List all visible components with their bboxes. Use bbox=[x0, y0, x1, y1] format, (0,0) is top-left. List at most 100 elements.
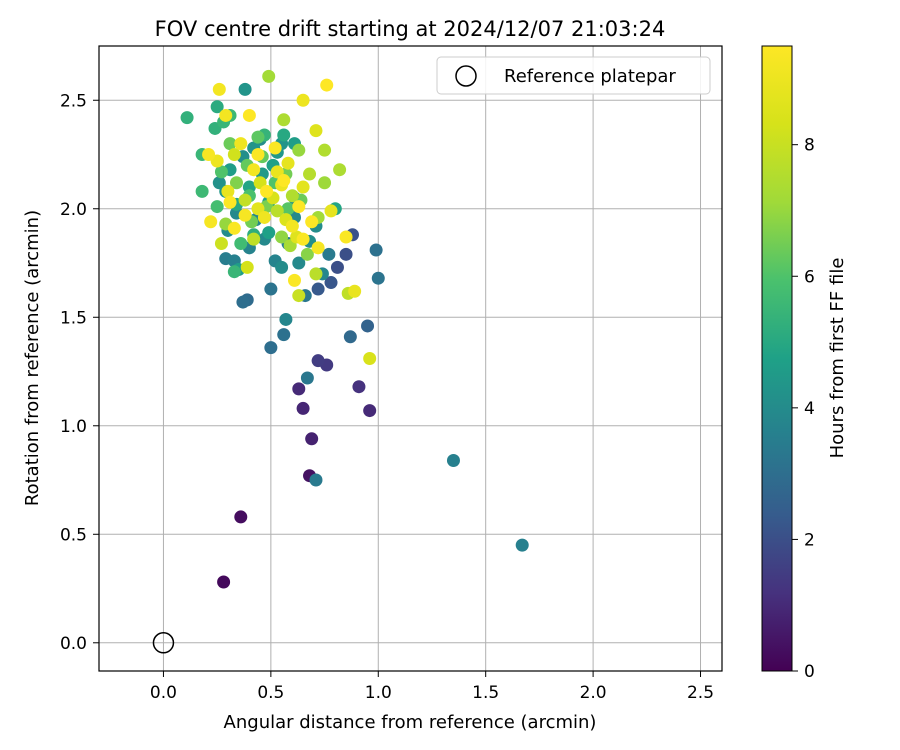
colorbar: 0 2 4 6 8 Hours from first FF file bbox=[761, 45, 848, 682]
data-point bbox=[339, 247, 353, 261]
data-point bbox=[515, 538, 529, 552]
data-point bbox=[180, 111, 194, 125]
data-point bbox=[287, 273, 301, 287]
data-point bbox=[229, 176, 243, 190]
data-point bbox=[227, 221, 241, 235]
data-point bbox=[318, 176, 332, 190]
data-point bbox=[251, 130, 265, 144]
data-point bbox=[238, 82, 252, 96]
data-point bbox=[324, 276, 338, 290]
data-point bbox=[322, 247, 336, 261]
data-point bbox=[296, 401, 310, 415]
data-point bbox=[217, 575, 231, 589]
data-point bbox=[292, 382, 306, 396]
data-point bbox=[309, 267, 323, 281]
data-point bbox=[251, 148, 265, 162]
data-point bbox=[292, 289, 306, 303]
data-point bbox=[210, 100, 224, 114]
data-point bbox=[285, 189, 299, 203]
data-point bbox=[202, 148, 216, 162]
colorbar-gradient bbox=[761, 45, 793, 672]
y-tick-label: 1.0 bbox=[60, 417, 87, 437]
data-point bbox=[369, 243, 383, 257]
data-point bbox=[318, 143, 332, 157]
legend-label: Reference platepar bbox=[504, 66, 676, 87]
data-point bbox=[221, 184, 235, 198]
data-point bbox=[242, 108, 256, 122]
data-point bbox=[292, 256, 306, 270]
data-point bbox=[281, 202, 295, 216]
data-point bbox=[363, 352, 377, 365]
data-point bbox=[361, 319, 375, 333]
data-point bbox=[281, 156, 295, 170]
x-tick-label: 1.5 bbox=[472, 683, 499, 703]
data-point bbox=[279, 312, 293, 326]
colorbar-tick-label: 6 bbox=[804, 267, 815, 287]
x-tick-label: 0.0 bbox=[150, 683, 177, 703]
y-ticks: 0.0 0.5 1.0 1.5 2.0 2.5 bbox=[60, 91, 99, 654]
data-point bbox=[277, 174, 291, 188]
grid bbox=[99, 46, 722, 671]
data-point bbox=[277, 128, 291, 142]
data-point bbox=[275, 260, 289, 274]
data-point bbox=[348, 284, 362, 298]
data-point bbox=[311, 241, 325, 255]
data-point bbox=[303, 167, 317, 181]
y-tick-label: 1.5 bbox=[60, 308, 87, 328]
data-point bbox=[234, 510, 248, 524]
data-point bbox=[214, 165, 228, 179]
data-point bbox=[223, 195, 237, 209]
data-point bbox=[305, 215, 319, 229]
data-point bbox=[343, 330, 357, 344]
data-point bbox=[260, 184, 274, 198]
data-point bbox=[320, 78, 334, 92]
data-point bbox=[262, 69, 276, 83]
data-point bbox=[257, 210, 271, 224]
legend-marker bbox=[455, 65, 477, 87]
legend-box bbox=[436, 56, 711, 95]
y-tick-label: 2.5 bbox=[60, 91, 87, 111]
reference-point bbox=[152, 632, 175, 654]
data-point bbox=[227, 148, 241, 162]
data-point bbox=[339, 230, 353, 244]
data-point bbox=[264, 341, 278, 355]
data-point bbox=[275, 230, 289, 244]
data-point bbox=[214, 236, 228, 250]
data-point bbox=[240, 260, 254, 274]
data-point bbox=[330, 260, 344, 274]
y-tick-label: 0.0 bbox=[60, 634, 87, 654]
data-point bbox=[262, 226, 276, 240]
data-point bbox=[352, 380, 366, 394]
data-point bbox=[285, 219, 299, 233]
data-point bbox=[247, 232, 261, 246]
data-point bbox=[371, 271, 385, 285]
data-point bbox=[212, 82, 226, 96]
data-point bbox=[300, 247, 314, 261]
x-tick-label: 2.5 bbox=[687, 683, 714, 703]
data-point bbox=[219, 108, 233, 122]
data-point bbox=[223, 137, 237, 151]
data-point bbox=[264, 282, 278, 296]
data-point bbox=[305, 432, 319, 446]
data-point bbox=[292, 143, 306, 157]
colorbar-tick-label: 0 bbox=[804, 662, 815, 682]
y-axis-label: Rotation from reference (arcmin) bbox=[22, 210, 43, 506]
legend: Reference platepar bbox=[436, 56, 711, 95]
data-point bbox=[292, 200, 306, 214]
colorbar-label: Hours from first FF file bbox=[827, 258, 848, 459]
data-point bbox=[270, 204, 284, 218]
colorbar-ticks: 0 2 4 6 8 bbox=[792, 136, 815, 682]
data-point bbox=[227, 265, 241, 279]
data-point bbox=[296, 232, 310, 246]
y-tick-label: 2.0 bbox=[60, 200, 87, 220]
data-point bbox=[309, 124, 323, 138]
data-point bbox=[268, 141, 282, 155]
data-point bbox=[247, 163, 261, 177]
data-point bbox=[333, 163, 347, 177]
colorbar-tick-label: 2 bbox=[804, 530, 815, 550]
data-point bbox=[324, 204, 338, 218]
data-point bbox=[311, 282, 325, 296]
data-point bbox=[204, 215, 218, 229]
data-point bbox=[300, 371, 314, 385]
